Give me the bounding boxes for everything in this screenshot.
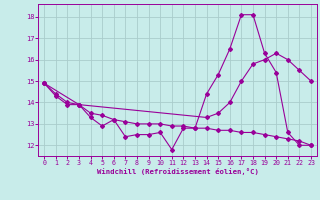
X-axis label: Windchill (Refroidissement éolien,°C): Windchill (Refroidissement éolien,°C) <box>97 168 259 175</box>
